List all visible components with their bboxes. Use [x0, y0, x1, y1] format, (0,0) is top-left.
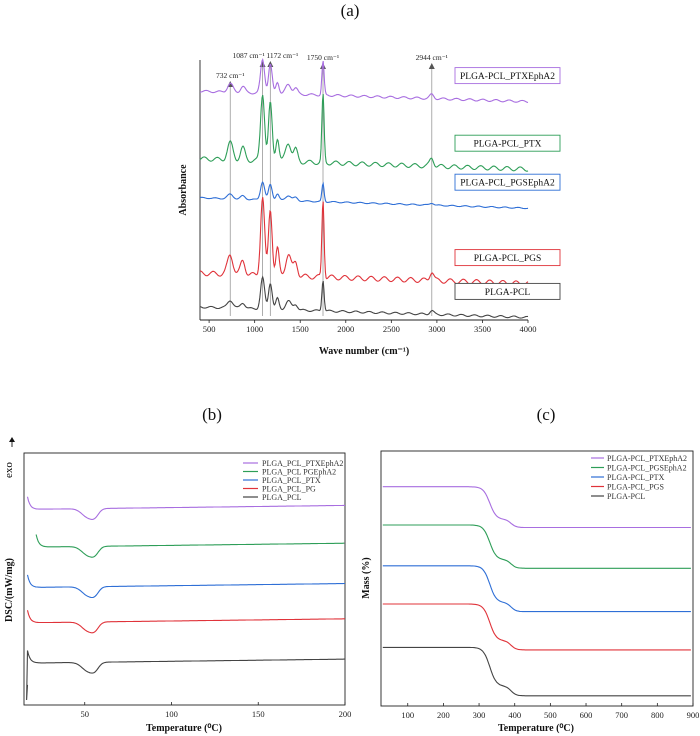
ftir-x-ticks: 500 1000 1500 2000 2500 3000 3500 4000: [203, 320, 537, 334]
tga-legend-entry: PLGA-PCL: [607, 492, 645, 501]
dsc-series-line: [35, 534, 345, 558]
dsc-plot-frame: [23, 452, 346, 706]
ftir-series-label: PLGA-PCL_PGSEphA2: [460, 179, 555, 189]
ftir-x-label: Wave number (cm⁻¹): [319, 346, 409, 357]
ftir-peak-label: 732 cm⁻¹: [216, 71, 245, 80]
tga-series-line: [382, 603, 691, 651]
ftir-peak-label: 2944 cm⁻¹: [416, 53, 448, 62]
dsc-x-tick-label: 50: [80, 709, 89, 719]
ftir-x-tick-label: 500: [203, 324, 216, 334]
ftir-series-line: [199, 181, 529, 210]
tga-panel: (c) 100 200 300 400 500 600 700 800 900 PLGA-PCL…: [361, 405, 699, 734]
tga-x-tick-label: 600: [580, 710, 593, 720]
tga-x-tick-label: 300: [473, 710, 486, 720]
dsc-x-ticks: 50 100 150 200: [80, 702, 351, 719]
dsc-x-label: Temperature (⁰C): [146, 723, 222, 734]
ftir-peak-label: 1750 cm⁻¹: [307, 53, 339, 62]
dsc-series-line: [26, 610, 345, 634]
ftir-panel: (a) 500 1000 1500 2000 2500 3000 3500 4000 732 …: [178, 1, 561, 357]
exo-arrowhead-icon: [9, 437, 15, 442]
panel-a-label: (a): [341, 1, 360, 20]
ftir-peak-arrow-icon: [259, 61, 266, 67]
tga-series-line: [382, 565, 691, 613]
tga-x-tick-label: 200: [437, 710, 450, 720]
tga-legend-entry: PLGA-PCL_PGSEphA2: [607, 464, 687, 473]
tga-y-label: Mass (%): [361, 557, 372, 598]
tga-series: [382, 486, 691, 697]
tga-plot-frame: [380, 450, 694, 707]
dsc-legend-entry: PLGA_PCL_PTX: [262, 476, 321, 485]
ftir-peak-label: 1087 cm⁻¹: [232, 51, 264, 60]
ftir-x-tick-label: 3500: [474, 324, 491, 334]
tga-x-tick-label: 500: [544, 710, 557, 720]
dsc-x-tick-label: 150: [252, 709, 265, 719]
dsc-x-tick-label: 100: [165, 709, 178, 719]
ftir-x-tick-label: 1500: [292, 324, 309, 334]
ftir-x-tick-label: 1000: [246, 324, 263, 334]
ftir-series-label: PLGA-PCL_PTX: [473, 140, 541, 150]
ftir-series: [199, 58, 529, 319]
dsc-legend-entry: PLGA_PCL_PG: [262, 485, 316, 494]
ftir-x-tick-label: 2000: [337, 324, 354, 334]
ftir-x-tick-label: 3000: [428, 324, 445, 334]
dsc-legend-entry: PLGA_PCL PGEphA2: [262, 468, 336, 477]
dsc-legend-entry: PLGA_PCL_PTXEphA2: [262, 459, 343, 468]
tga-legend-entry: PLGA-PCL_PGS: [607, 483, 664, 492]
dsc-y-label: DSC/(mW/mg): [4, 558, 15, 622]
tga-series-line: [382, 486, 691, 529]
ftir-series-label-box: [454, 67, 561, 85]
ftir-peak-markers: 732 cm⁻¹ 1087 cm⁻¹ 1172 cm⁻¹ 1750 cm⁻¹ 2944 …: [216, 51, 448, 316]
ftir-series-label: PLGA-PCL: [485, 288, 531, 298]
ftir-series-line: [199, 275, 529, 319]
ftir-series-line: [199, 197, 529, 287]
panel-b-label: (b): [202, 405, 222, 424]
ftir-series-label-box: [454, 282, 561, 300]
tga-legend-entry: PLGA-PCL_PTX: [607, 473, 665, 482]
tga-x-tick-label: 900: [687, 710, 700, 720]
dsc-x-tick-label: 200: [339, 709, 352, 719]
ftir-series-label: PLGA-PCL_PTXEphA2: [460, 72, 555, 82]
ftir-series-label-box: [454, 249, 561, 267]
ftir-x-tick-label: 2500: [383, 324, 400, 334]
dsc-panel: (b) 50 100 150 200 PLGA_PCL_PTXEphA2PLGA_PC…: [3, 405, 351, 734]
ftir-peak-arrow-icon: [267, 61, 274, 67]
tga-x-tick-label: 100: [401, 710, 414, 720]
tga-x-ticks: 100 200 300 400 500 600 700 800 900: [401, 703, 699, 720]
ftir-peak-arrow-icon: [320, 63, 326, 69]
tga-x-tick-label: 800: [651, 710, 664, 720]
dsc-series-line: [26, 574, 345, 599]
dsc-series-line: [26, 496, 345, 520]
ftir-series-label-box: [454, 173, 561, 191]
dsc-series: [26, 496, 345, 701]
panel-c-label: (c): [537, 405, 556, 424]
ftir-y-label: Absorbance: [178, 164, 189, 216]
exo-label: exo: [3, 462, 15, 478]
tga-series-line: [382, 524, 691, 569]
tga-x-tick-label: 700: [615, 710, 628, 720]
ftir-series-labels: PLGA-PCL_PTXEphA2 PLGA-PCL_PTX PLGA-PCL_PG…: [454, 67, 561, 300]
ftir-series-line: [199, 58, 529, 104]
tga-legend-entry: PLGA-PCL_PTXEphA2: [607, 454, 687, 463]
ftir-series-label: PLGA-PCL_PGS: [474, 254, 542, 264]
tga-legend: PLGA-PCL_PTXEphA2PLGA-PCL_PGSEphA2PLGA-P…: [591, 454, 687, 501]
tga-x-label: Temperature (⁰C): [498, 723, 574, 734]
ftir-peak-arrow-icon: [428, 63, 435, 69]
ftir-x-tick-label: 4000: [520, 324, 537, 334]
dsc-legend-entry: PLGA_PCL: [262, 493, 302, 502]
ftir-peak-label: 1172 cm⁻¹: [266, 51, 298, 60]
ftir-series-label-box: [454, 134, 561, 152]
tga-series-line: [382, 646, 691, 697]
tga-x-tick-label: 400: [508, 710, 521, 720]
ftir-series-line: [199, 94, 529, 172]
dsc-series-line: [26, 650, 345, 701]
